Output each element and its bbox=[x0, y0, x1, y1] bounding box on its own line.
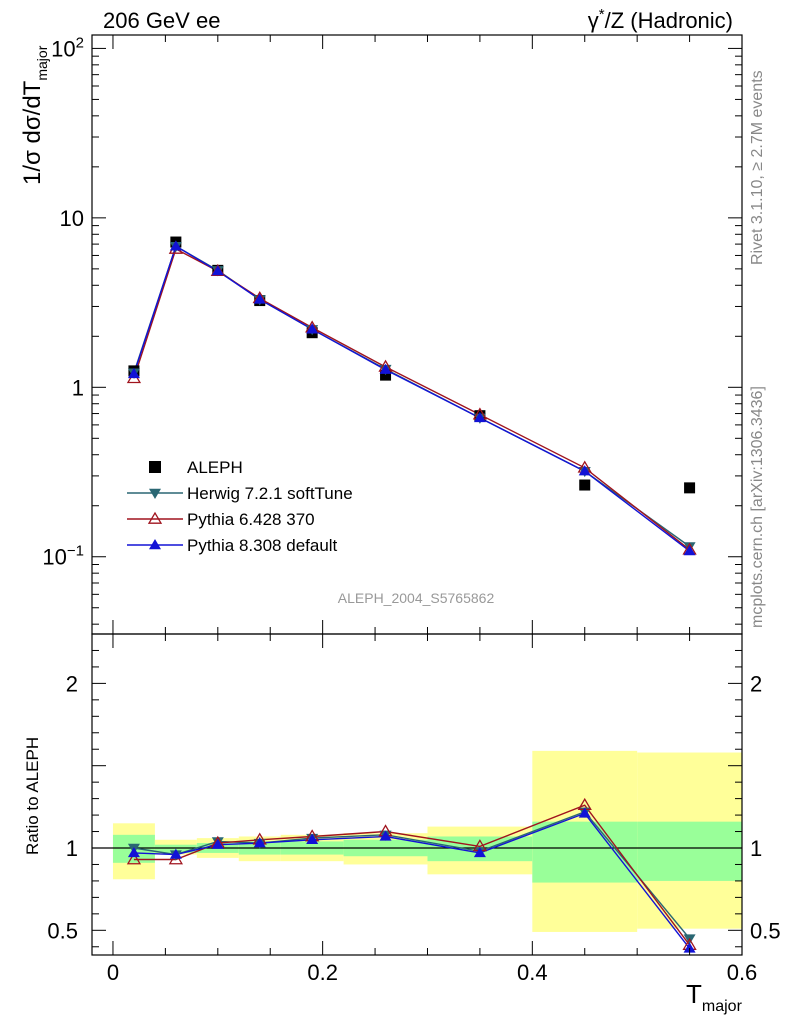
y-tick-label: 1 bbox=[72, 375, 84, 400]
legend-marker-pythia8 bbox=[149, 539, 161, 550]
legend-item-pythia6: Pythia 6.428 370 bbox=[127, 510, 315, 529]
ratio-point-pythia8 bbox=[306, 833, 319, 844]
x-tick-label: 0 bbox=[107, 960, 119, 985]
uncertainty-band-inner bbox=[532, 821, 638, 883]
main-point-data bbox=[579, 479, 591, 491]
ratio-point-pythia8 bbox=[473, 846, 486, 858]
y-tick-label: 0.5 bbox=[47, 918, 78, 943]
y-tick-label: 1 bbox=[66, 836, 78, 861]
ratio-point-pythia8 bbox=[253, 837, 266, 848]
y-tick-label-right: 0.5 bbox=[750, 918, 781, 943]
ratio-point-pythia8 bbox=[169, 848, 182, 859]
x-tick-label: 0.4 bbox=[517, 960, 548, 985]
ratio-ylabel: Ratio to ALEPH bbox=[23, 737, 42, 855]
main-point-data bbox=[684, 482, 696, 494]
legend-marker-data bbox=[149, 461, 161, 473]
legend-label: Pythia 8.308 default bbox=[187, 536, 338, 555]
uncertainty-band-inner bbox=[637, 821, 742, 881]
main-line-pythia8 bbox=[133, 245, 691, 552]
legend-marker-pythia6 bbox=[147, 511, 163, 524]
main-point-pythia8 bbox=[578, 465, 591, 476]
mcplots-label: mcplots.cern.ch [arXiv:1306.3436] bbox=[749, 386, 766, 628]
ratio-xlabel: Tmajor bbox=[686, 979, 743, 1015]
ratio-frame bbox=[91, 633, 743, 956]
header-right: γ*/Z (Hadronic) bbox=[588, 6, 733, 33]
legend-marker-herwig bbox=[149, 488, 161, 499]
ratio-point-pythia8 bbox=[683, 942, 696, 953]
x-tick-label: 0.6 bbox=[727, 960, 758, 985]
main-point-pythia8 bbox=[211, 265, 224, 276]
main-ylabel: 1/σ dσ/dTmajor bbox=[19, 45, 50, 185]
main-point-pythia8 bbox=[253, 293, 266, 304]
legend-label: Herwig 7.2.1 softTune bbox=[187, 484, 353, 503]
y-tick-label: 10 bbox=[60, 206, 84, 231]
legend-item-pythia8: Pythia 8.308 default bbox=[127, 536, 338, 555]
ratio-point-pythia8 bbox=[211, 838, 224, 849]
y-tick-label: 10−1 bbox=[42, 543, 84, 570]
rivet-label: Rivet 3.1.10, ≥ 2.7M events bbox=[749, 70, 766, 265]
main-point-pythia8 bbox=[473, 411, 486, 423]
main-point-pythia8 bbox=[683, 545, 696, 556]
x-tick-label: 0.2 bbox=[307, 960, 338, 985]
main-point-pythia8 bbox=[379, 363, 392, 374]
legend-label: ALEPH bbox=[187, 458, 243, 477]
ratio-point-pythia6 bbox=[126, 852, 142, 865]
header-left: 206 GeV ee bbox=[103, 8, 220, 33]
main-line-pythia6 bbox=[133, 247, 691, 551]
y-tick-label: 102 bbox=[51, 34, 84, 61]
main-point-pythia8 bbox=[127, 367, 140, 379]
ratio-point-pythia8 bbox=[578, 807, 591, 818]
ratio-point-pythia8 bbox=[127, 846, 140, 858]
main-point-pythia8 bbox=[306, 323, 319, 334]
y-tick-label-right: 1 bbox=[750, 836, 762, 861]
ratio-point-pythia8 bbox=[379, 830, 392, 841]
y-tick-label-right: 2 bbox=[750, 671, 762, 696]
analysis-id: ALEPH_2004_S5765862 bbox=[338, 590, 495, 606]
y-tick-label: 2 bbox=[66, 671, 78, 696]
legend-label: Pythia 6.428 370 bbox=[187, 510, 315, 529]
legend-item-data: ALEPH bbox=[149, 458, 243, 477]
main-point-pythia8 bbox=[169, 240, 182, 251]
legend-item-herwig: Herwig 7.2.1 softTune bbox=[127, 484, 353, 503]
